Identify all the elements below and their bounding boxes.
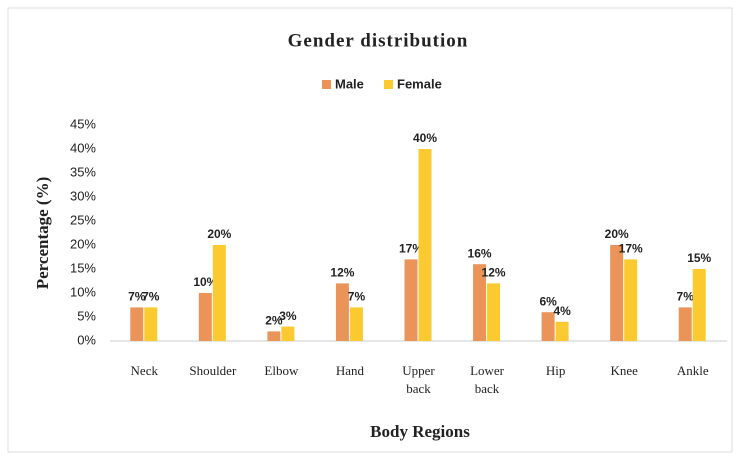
x-tick-label: Knee	[610, 363, 638, 378]
bar	[541, 312, 555, 341]
y-tick-label: 35%	[70, 164, 96, 179]
value-label: 17%	[619, 242, 643, 256]
bar	[610, 245, 624, 341]
value-label: 2%	[265, 314, 283, 328]
y-tick-label: 10%	[70, 284, 96, 299]
bar	[349, 307, 363, 341]
legend-label: Female	[397, 76, 442, 91]
bar	[212, 245, 226, 341]
value-label: 17%	[399, 242, 423, 256]
value-label: 10%	[193, 275, 217, 289]
legend-swatch	[384, 80, 393, 89]
value-label: 20%	[207, 227, 231, 241]
frame	[7, 7, 733, 453]
bar	[267, 331, 281, 341]
x-tick-label: Upper back	[402, 363, 435, 396]
value-label: 3%	[279, 309, 297, 323]
bar	[555, 321, 569, 341]
x-tick-label: Ankle	[676, 363, 709, 378]
y-tick-label: 20%	[70, 236, 96, 251]
y-tick-label: 0%	[77, 332, 96, 347]
y-tick-label: 45%	[70, 116, 96, 131]
legend-label: Male	[335, 76, 364, 91]
bar	[335, 283, 349, 341]
value-label: 12%	[482, 266, 506, 280]
bar	[692, 269, 706, 341]
bar	[144, 307, 158, 341]
y-tick-label: 5%	[77, 308, 96, 323]
value-label: 12%	[330, 266, 354, 280]
x-tick-label: Hand	[335, 363, 365, 378]
bar	[198, 293, 212, 341]
value-label: 20%	[605, 227, 629, 241]
bar	[678, 307, 692, 341]
bar	[281, 326, 295, 341]
bar	[624, 259, 638, 341]
x-tick-label: Hip	[545, 363, 566, 378]
value-label: 7%	[128, 290, 146, 304]
y-tick-label: 25%	[70, 212, 96, 227]
value-label: 16%	[468, 246, 492, 260]
y-tick-label: 30%	[70, 188, 96, 203]
x-tick-label: Elbow	[264, 363, 299, 378]
chart-title: Gender distribution	[288, 30, 469, 51]
bar	[487, 283, 501, 341]
x-axis-label: Body Regions	[370, 422, 470, 441]
value-label: 4%	[553, 304, 571, 318]
bar	[130, 307, 144, 341]
y-tick-label: 15%	[70, 260, 96, 275]
bar	[418, 149, 432, 341]
value-label: 6%	[539, 294, 557, 308]
value-label: 7%	[348, 290, 366, 304]
value-label: 40%	[413, 131, 437, 145]
x-tick-label: Neck	[130, 363, 158, 378]
value-label: 7%	[142, 290, 160, 304]
value-label: 7%	[677, 290, 695, 304]
x-tick-label: Lower back	[470, 363, 505, 396]
bar	[404, 259, 418, 341]
y-axis-label: Percentage (%)	[33, 177, 52, 290]
x-tick-label: Shoulder	[189, 363, 237, 378]
bar	[473, 264, 487, 341]
y-tick-label: 40%	[70, 140, 96, 155]
legend-swatch	[322, 80, 331, 89]
value-label: 15%	[687, 251, 711, 265]
